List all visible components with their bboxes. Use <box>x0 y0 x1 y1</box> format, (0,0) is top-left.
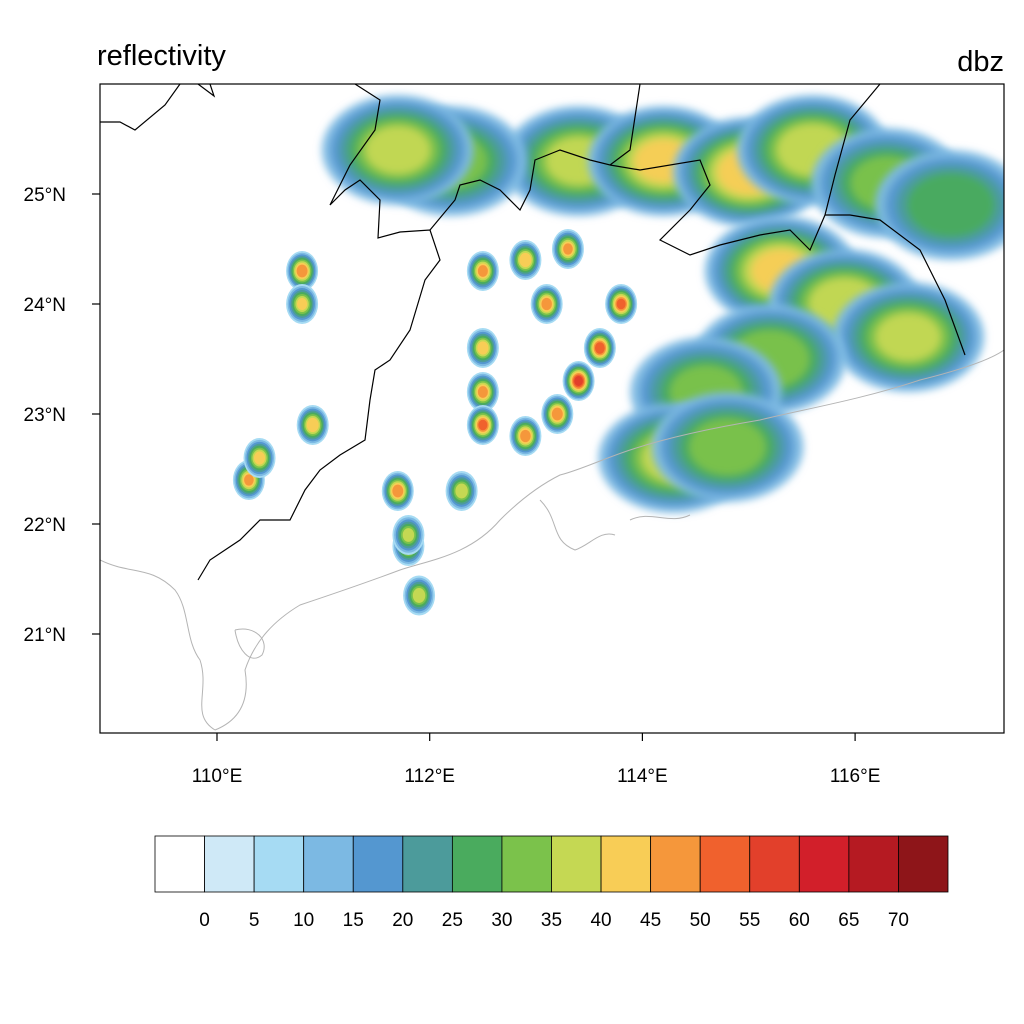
x-tick-label: 112°E <box>404 766 455 787</box>
units-label: dbz <box>957 46 1004 78</box>
x-tick-label: 110°E <box>192 766 243 787</box>
colorbar-label: 30 <box>491 910 512 931</box>
colorbar-swatch <box>204 835 255 893</box>
x-tick-label: 114°E <box>617 766 668 787</box>
colorbar-legend: 0 5 10 15 20 25 30 35 40 45 50 55 60 65 70 <box>154 835 949 931</box>
province-borders <box>100 84 966 581</box>
storm-cell <box>403 575 436 616</box>
plot-frame <box>99 83 1005 734</box>
y-tick-label: 22°N <box>24 515 66 536</box>
y-axis: 21°N 22°N 23°N 24°N 25°N <box>24 185 100 646</box>
rain-band <box>832 282 985 392</box>
storm-cell <box>583 328 616 368</box>
storm-cell <box>530 284 563 324</box>
colorbar-swatch <box>798 835 850 893</box>
storm-cell <box>562 361 595 401</box>
storm-cell <box>466 251 499 291</box>
rain-band <box>651 392 804 502</box>
colorbar-swatch <box>451 835 503 893</box>
colorbar-label: 55 <box>739 910 760 931</box>
colorbar-label: 0 <box>199 910 210 931</box>
y-tick-label: 24°N <box>24 295 66 316</box>
storm-cell <box>243 438 276 478</box>
colorbar-swatch <box>749 835 800 893</box>
colorbar-label: 5 <box>249 910 260 931</box>
y-tick-label: 23°N <box>24 405 66 426</box>
storm-cell <box>381 471 414 511</box>
colorbar-label: 45 <box>640 910 661 931</box>
colorbar-label: 15 <box>343 910 364 931</box>
colorbar-swatch <box>848 835 899 893</box>
storm-cell <box>466 328 499 368</box>
storm-cell <box>466 372 499 412</box>
colorbar-swatch <box>303 835 354 893</box>
storm-cell <box>466 405 499 445</box>
y-tick-label: 25°N <box>24 185 66 206</box>
colorbar-swatch <box>154 835 205 893</box>
colorbar-label: 70 <box>888 910 909 931</box>
colorbar-swatch <box>600 835 652 893</box>
colorbar-swatch <box>352 835 404 893</box>
reflectivity-field <box>232 95 1004 616</box>
colorbar-swatch <box>253 835 305 893</box>
plot-title: reflectivity <box>97 40 226 72</box>
coastline <box>100 349 1004 731</box>
colorbar-swatch <box>699 835 751 893</box>
rain-band <box>874 150 1004 260</box>
x-tick-label: 116°E <box>830 766 881 787</box>
colorbar-label: 25 <box>442 910 463 931</box>
storm-cell <box>551 229 584 269</box>
colorbar-label: 60 <box>789 910 810 931</box>
colorbar-swatch <box>501 835 552 893</box>
storm-cell <box>296 405 329 445</box>
colorbar-label: 65 <box>838 910 859 931</box>
x-axis: 110°E 112°E 114°E 116°E <box>192 733 881 787</box>
colorbar-label: 20 <box>392 910 413 931</box>
colorbar-label: 35 <box>541 910 562 931</box>
storm-cell <box>509 240 542 280</box>
storm-cell <box>541 394 574 434</box>
storm-cell <box>445 471 478 511</box>
colorbar-swatch <box>402 835 453 893</box>
rain-band <box>321 95 474 205</box>
colorbar-swatch <box>898 835 949 893</box>
y-tick-label: 21°N <box>24 625 66 646</box>
colorbar-swatch <box>551 835 602 893</box>
colorbar-label: 10 <box>293 910 314 931</box>
colorbar-label: 40 <box>590 910 611 931</box>
storm-cell <box>286 251 319 291</box>
storm-cell <box>392 515 425 555</box>
storm-cell <box>286 284 319 324</box>
storm-cell <box>605 284 638 324</box>
colorbar-swatch <box>650 835 701 893</box>
colorbar-label: 50 <box>690 910 711 931</box>
storm-cell <box>509 416 542 456</box>
